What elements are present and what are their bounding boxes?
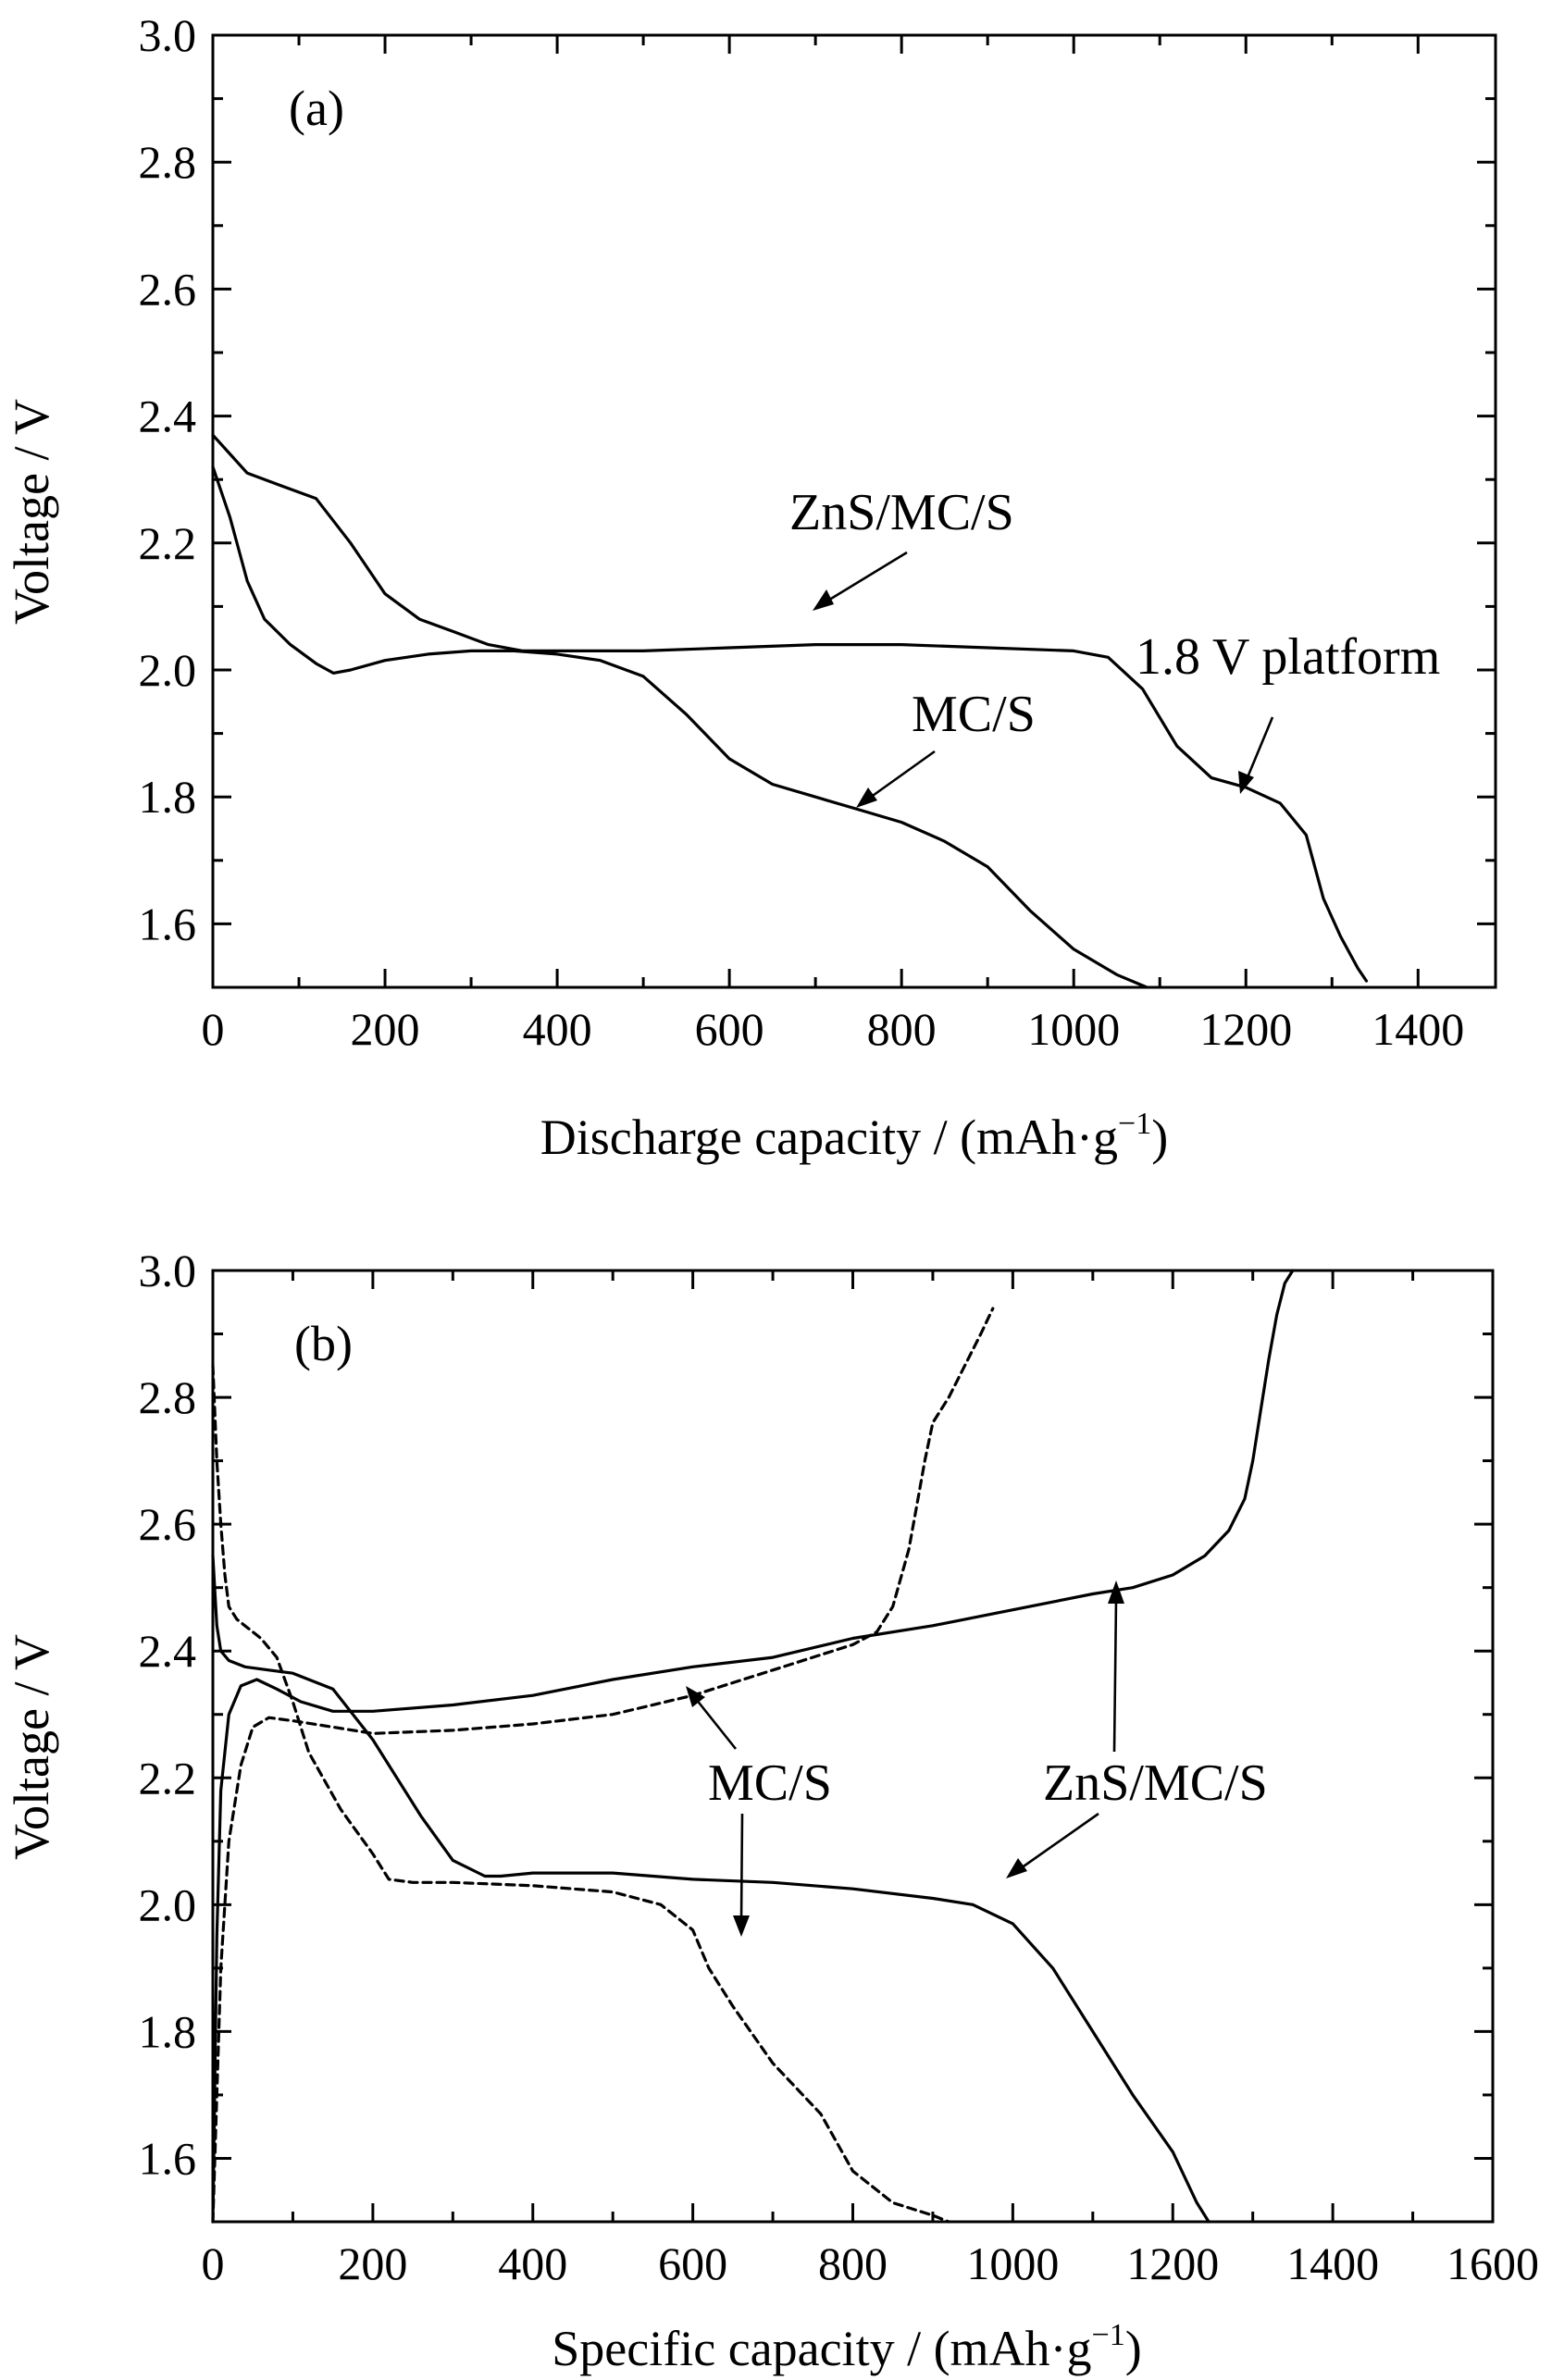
arrowhead-zns-b-down bbox=[1006, 1858, 1027, 1878]
y-tick-label: 2.8 bbox=[139, 1371, 197, 1423]
arrow-mcs-a bbox=[869, 750, 936, 800]
series-line-zns-mc-s-1 bbox=[211, 1269, 1295, 2224]
x-tick-label: 800 bbox=[818, 2237, 888, 2289]
y-tick-label: 2.6 bbox=[139, 1498, 197, 1550]
y-tick-label: 1.8 bbox=[139, 771, 197, 823]
y-tick-label: 3.0 bbox=[139, 9, 197, 61]
arrow-zns-b-down bbox=[1020, 1812, 1099, 1870]
y-tick-label: 2.2 bbox=[139, 1752, 197, 1804]
x-tick-label: 1000 bbox=[1027, 1003, 1120, 1055]
arrowhead-platform-a bbox=[1238, 771, 1254, 794]
y-tick-label: 3.0 bbox=[139, 1245, 197, 1296]
annotation-mcs-a: MC/S bbox=[912, 686, 1036, 743]
y-tick-label: 2.6 bbox=[139, 263, 197, 315]
arrowhead-mcs-b-down bbox=[733, 1915, 750, 1937]
arrow-zns-a bbox=[826, 551, 908, 603]
x-tick-label: 1200 bbox=[1199, 1003, 1292, 1055]
x-axis-title-a: Discharge capacity / (mAh·g−1) bbox=[540, 1107, 1168, 1165]
x-tick-labels-a: 0 200 400 600 800 1000 1200 1400 bbox=[202, 1003, 1465, 1055]
y-tick-label: 2.8 bbox=[139, 136, 197, 188]
curves-b bbox=[211, 1269, 1295, 2224]
x-tick-labels-b: 0 200 400 600 800 1000 1200 1400 1600 bbox=[202, 2237, 1540, 2289]
y-tick-labels-b: 1.6 1.8 2.0 2.2 2.4 2.6 2.8 3.0 bbox=[139, 1245, 197, 2184]
series-line-mc-s-1 bbox=[211, 465, 1148, 989]
panel-label-a: (a) bbox=[289, 81, 344, 136]
x-tick-label: 600 bbox=[695, 1003, 764, 1055]
y-tick-label: 2.2 bbox=[139, 517, 197, 569]
arrow-mcs-b-down bbox=[739, 1813, 744, 1921]
series-line-zns-mc-s-0 bbox=[211, 433, 1369, 983]
x-tick-label: 1400 bbox=[1372, 1003, 1464, 1055]
series-line-mc-s-3 bbox=[211, 1307, 995, 2224]
axis-ticks-a bbox=[211, 33, 1496, 987]
series-line-mc-s-2 bbox=[211, 1364, 950, 2224]
panel-label-b: (b) bbox=[294, 1316, 353, 1371]
series-line-zns-mc-s-0 bbox=[211, 1554, 1211, 2224]
x-axis-title-b: Specific capacity / (mAh·g−1) bbox=[552, 2318, 1141, 2376]
arrow-mcs-b-up bbox=[694, 1698, 738, 1750]
arrowhead-mcs-a bbox=[856, 787, 877, 808]
x-tick-label: 0 bbox=[202, 2237, 225, 2289]
x-tick-label: 1200 bbox=[1126, 2237, 1219, 2289]
x-tick-label: 400 bbox=[523, 1003, 592, 1055]
y-axis-title-b: Voltage / V bbox=[4, 1634, 59, 1860]
plot-frame-a bbox=[211, 33, 1497, 989]
annotation-platform-a: 1.8 V platform bbox=[1136, 628, 1440, 686]
panel-b: 0 200 400 600 800 1000 1200 1400 1600 1.6 1.8 2.0 2… bbox=[4, 1245, 1539, 2376]
y-tick-label: 2.0 bbox=[139, 1878, 197, 1930]
x-tick-label: 200 bbox=[338, 2237, 407, 2289]
panel-a: 0 200 400 600 800 1000 1200 1400 1.6 1.8 2.0 2.2 2.… bbox=[4, 9, 1497, 1165]
y-tick-label: 1.6 bbox=[139, 2132, 197, 2184]
y-tick-labels-a: 1.6 1.8 2.0 2.2 2.4 2.6 2.8 3.0 bbox=[139, 9, 197, 949]
curves-a bbox=[211, 433, 1369, 989]
y-tick-label: 1.8 bbox=[139, 2005, 197, 2057]
x-tick-label: 800 bbox=[867, 1003, 937, 1055]
x-tick-label: 200 bbox=[351, 1003, 420, 1055]
annotation-zns-a: ZnS/MC/S bbox=[789, 484, 1014, 541]
axis-ticks-b bbox=[211, 1269, 1495, 2222]
plot-frame-b bbox=[211, 1269, 1495, 2224]
annotation-zns-b: ZnS/MC/S bbox=[1043, 1754, 1268, 1812]
arrow-zns-b-up bbox=[1112, 1598, 1118, 1753]
y-tick-label: 2.4 bbox=[139, 390, 197, 442]
y-axis-title-a: Voltage / V bbox=[4, 399, 59, 625]
y-tick-label: 2.0 bbox=[139, 644, 197, 696]
x-tick-label: 1400 bbox=[1286, 2237, 1379, 2289]
y-tick-label: 2.4 bbox=[139, 1625, 197, 1677]
arrowhead-mcs-b-up bbox=[686, 1686, 705, 1707]
annotation-mcs-b: MC/S bbox=[708, 1754, 832, 1812]
x-tick-label: 0 bbox=[202, 1003, 225, 1055]
x-tick-label: 1000 bbox=[966, 2237, 1059, 2289]
x-tick-label: 600 bbox=[658, 2237, 727, 2289]
arrowhead-zns-a bbox=[813, 589, 834, 611]
y-tick-label: 1.6 bbox=[139, 898, 197, 949]
x-tick-label: 400 bbox=[498, 2237, 567, 2289]
x-tick-label: 1600 bbox=[1446, 2237, 1539, 2289]
arrow-platform-a bbox=[1246, 716, 1274, 778]
arrowhead-zns-b-up bbox=[1108, 1580, 1124, 1604]
